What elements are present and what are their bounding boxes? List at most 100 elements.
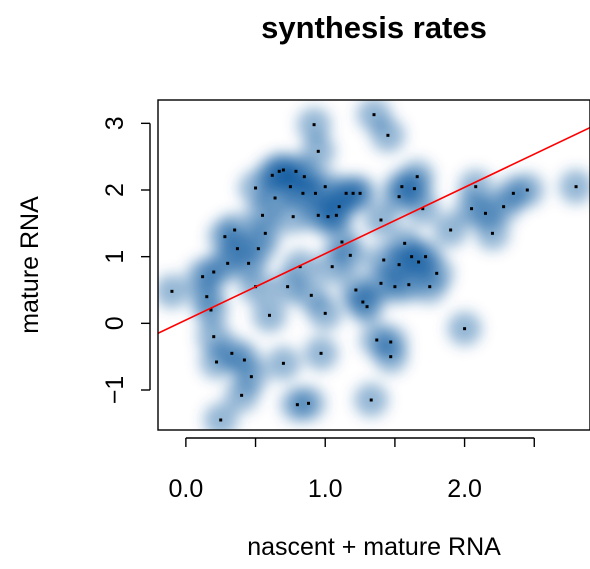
data-point bbox=[393, 285, 397, 289]
data-point bbox=[372, 113, 376, 117]
data-point bbox=[574, 185, 578, 189]
data-point bbox=[344, 191, 348, 195]
data-point bbox=[233, 228, 237, 232]
x-tick-label: 1.0 bbox=[308, 475, 343, 503]
data-point bbox=[417, 260, 421, 264]
data-point bbox=[483, 211, 487, 215]
x-tick-label: 0.0 bbox=[168, 475, 203, 503]
data-point bbox=[326, 215, 330, 219]
data-point bbox=[511, 191, 515, 195]
data-point bbox=[170, 289, 174, 293]
data-point bbox=[365, 305, 369, 309]
data-point bbox=[337, 205, 341, 209]
regression-line-layer bbox=[158, 126, 590, 334]
data-point bbox=[330, 265, 334, 269]
data-point bbox=[235, 247, 239, 251]
data-point bbox=[302, 175, 306, 179]
data-point bbox=[295, 403, 299, 407]
y-tick-label: 0 bbox=[101, 316, 129, 330]
data-point bbox=[201, 275, 205, 279]
density-blob bbox=[158, 274, 189, 309]
x-axis-label: nascent + mature RNA bbox=[247, 533, 501, 561]
data-point bbox=[291, 215, 295, 219]
data-point bbox=[247, 261, 251, 265]
data-point bbox=[340, 240, 344, 244]
y-tick-label: 2 bbox=[101, 183, 129, 197]
data-point bbox=[226, 261, 230, 265]
data-point bbox=[294, 169, 298, 173]
data-point bbox=[410, 255, 414, 259]
data-point bbox=[301, 191, 305, 195]
data-point bbox=[428, 285, 432, 289]
data-point bbox=[403, 241, 407, 245]
data-point bbox=[316, 213, 320, 217]
x-tick-label: 2.0 bbox=[447, 475, 482, 503]
data-point bbox=[249, 375, 253, 379]
y-axis: −1 0 1 2 3 bbox=[101, 116, 151, 404]
data-point bbox=[382, 258, 386, 262]
data-point bbox=[212, 270, 216, 274]
regression-line bbox=[158, 126, 590, 334]
data-point bbox=[281, 361, 285, 365]
data-point bbox=[219, 418, 223, 422]
x-axis: 0.0 1.0 2.0 bbox=[168, 437, 535, 503]
data-point bbox=[375, 338, 379, 342]
data-point bbox=[502, 205, 506, 209]
data-point bbox=[270, 173, 274, 177]
data-point bbox=[397, 195, 401, 199]
data-point bbox=[379, 281, 383, 285]
y-axis-label: mature RNA bbox=[16, 196, 44, 334]
data-point bbox=[223, 235, 227, 239]
data-point bbox=[351, 191, 355, 195]
data-point bbox=[316, 149, 320, 153]
data-point bbox=[348, 253, 352, 257]
data-point bbox=[386, 133, 390, 137]
data-point bbox=[307, 401, 311, 405]
data-point bbox=[212, 335, 216, 339]
data-point bbox=[267, 313, 271, 317]
data-point bbox=[474, 185, 478, 189]
points-layer bbox=[170, 113, 578, 422]
data-point bbox=[263, 231, 267, 235]
data-point bbox=[205, 295, 209, 299]
data-point bbox=[361, 300, 365, 304]
data-point bbox=[369, 398, 373, 402]
data-point bbox=[286, 285, 290, 289]
data-point bbox=[319, 351, 323, 355]
data-point bbox=[277, 169, 281, 173]
density-layer bbox=[158, 100, 590, 430]
data-point bbox=[209, 308, 213, 312]
data-point bbox=[288, 185, 292, 189]
data-point bbox=[389, 340, 393, 344]
y-tick-label: 3 bbox=[101, 116, 129, 130]
data-point bbox=[470, 207, 474, 211]
data-point bbox=[334, 213, 338, 217]
plot-frame bbox=[157, 99, 590, 431]
data-point bbox=[389, 355, 393, 359]
data-point bbox=[435, 271, 439, 275]
data-point bbox=[298, 265, 302, 269]
data-point bbox=[525, 188, 529, 192]
data-point bbox=[463, 327, 467, 331]
data-point bbox=[400, 185, 404, 189]
data-point bbox=[323, 311, 327, 315]
data-point bbox=[230, 351, 234, 355]
data-point bbox=[397, 263, 401, 267]
data-point bbox=[421, 207, 425, 211]
data-point bbox=[379, 218, 383, 222]
data-point bbox=[415, 175, 419, 179]
data-point bbox=[323, 185, 327, 189]
data-point bbox=[273, 196, 277, 200]
data-point bbox=[242, 358, 246, 362]
density-blob bbox=[203, 403, 238, 430]
data-point bbox=[312, 123, 316, 127]
data-point bbox=[407, 283, 411, 287]
data-point bbox=[449, 228, 453, 232]
data-point bbox=[424, 255, 428, 259]
data-point bbox=[412, 187, 416, 191]
y-tick-label: 1 bbox=[101, 250, 129, 264]
data-point bbox=[313, 191, 317, 195]
data-point bbox=[261, 213, 265, 217]
data-point bbox=[354, 288, 358, 292]
